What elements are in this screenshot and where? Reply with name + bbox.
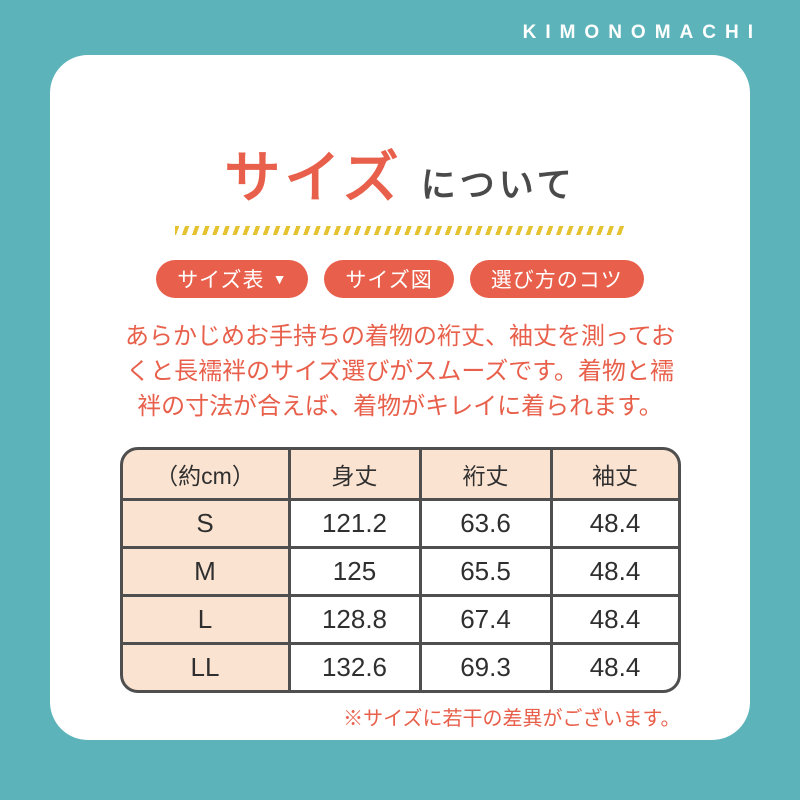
table-header-yukitake: 裄丈 [421, 450, 550, 498]
description-line: あらかじめお手持ちの着物の裄丈、袖丈を測ってお [124, 323, 676, 350]
size-table-button-label: サイズ表 [177, 269, 265, 292]
table-header-sodetake: 袖丈 [552, 450, 678, 498]
table-value-cell: 48.4 [552, 645, 678, 690]
content-card: サイズ について サイズ表 ▼ サイズ図 選び方のコツ あらかじめお手持ちの着物の… [50, 55, 750, 740]
table-value-cell: 128.8 [290, 597, 419, 642]
table-value-cell: 132.6 [290, 645, 419, 690]
table-value-cell: 67.4 [421, 597, 550, 642]
table-value-cell: 65.5 [421, 549, 550, 594]
size-diagram-button-label: サイズ図 [345, 269, 433, 292]
choosing-tips-button-label: 選び方のコツ [490, 269, 623, 292]
table-size-cell: L [122, 597, 288, 642]
table-value-cell: 48.4 [552, 597, 678, 642]
hatch-divider [175, 226, 625, 235]
size-table-button[interactable]: サイズ表 ▼ [156, 260, 309, 298]
table-value-cell: 69.3 [421, 645, 550, 690]
table-size-cell: LL [122, 645, 288, 690]
table-value-cell: 121.2 [290, 501, 419, 546]
description-text: あらかじめお手持ちの着物の裄丈、袖丈を測ってお くと長襦袢のサイズ選びがスムーズ… [50, 319, 750, 424]
table-header-mitake: 身丈 [290, 450, 419, 498]
caret-down-icon: ▼ [272, 271, 288, 287]
brand-logo: KIMONOMACHI [522, 22, 762, 43]
description-line: くと長襦袢のサイズ選びがスムーズです。着物と襦 [126, 358, 674, 385]
nav-buttons: サイズ表 ▼ サイズ図 選び方のコツ [50, 260, 750, 298]
size-diagram-button[interactable]: サイズ図 [324, 260, 454, 298]
table-value-cell: 48.4 [552, 501, 678, 546]
table-value-cell: 48.4 [552, 549, 678, 594]
table-header-unit: （約cm） [122, 450, 288, 498]
page-title: サイズ について [50, 150, 750, 206]
table-size-cell: M [122, 549, 288, 594]
choosing-tips-button[interactable]: 選び方のコツ [469, 260, 644, 298]
description-line: 袢の寸法が合えば、着物がキレイに着られます。 [137, 393, 663, 420]
size-note: ※サイズに若干の差異がございます。 [343, 708, 681, 730]
table-size-cell: S [122, 501, 288, 546]
title-sub: について [420, 166, 576, 205]
title-main: サイズ [224, 146, 403, 209]
table-value-cell: 63.6 [421, 501, 550, 546]
size-table: （約cm） 身丈 裄丈 袖丈 S 121.2 63.6 48.4 M 125 6… [119, 447, 681, 693]
table-value-cell: 125 [290, 549, 419, 594]
